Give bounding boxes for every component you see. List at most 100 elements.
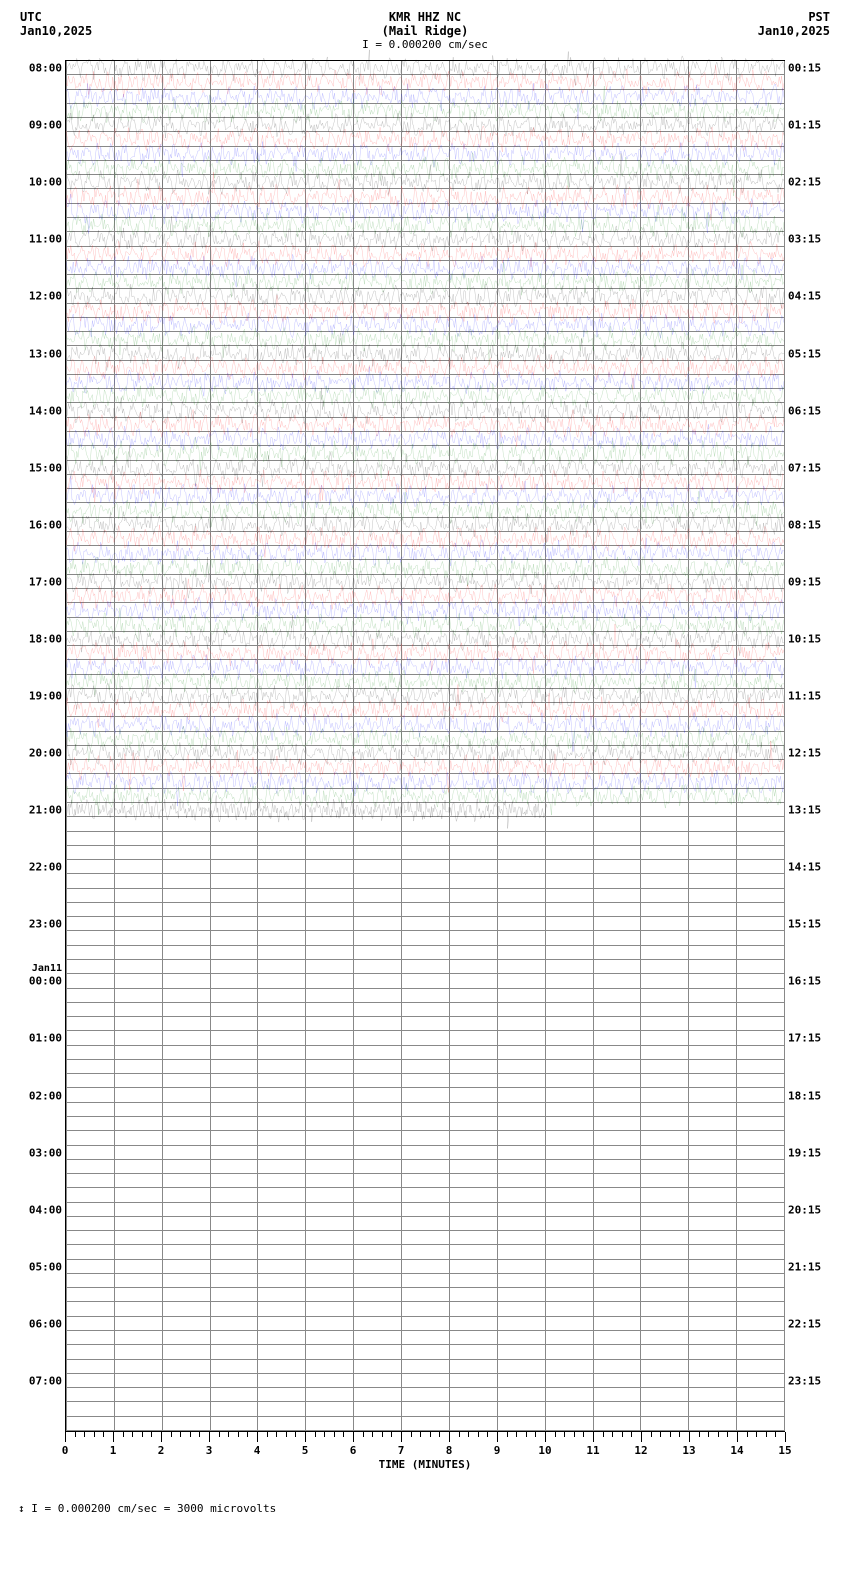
- footer-symbol: ↕ I: [18, 1502, 45, 1515]
- pst-time-label: 20:15: [788, 1203, 832, 1216]
- helicorder-row: [66, 846, 784, 860]
- x-tick-minor: [420, 1432, 421, 1437]
- x-tick-minor: [516, 1432, 517, 1437]
- x-tick-major: [209, 1432, 210, 1442]
- x-tick-minor: [459, 1432, 460, 1437]
- utc-time-label: 02:00: [18, 1089, 62, 1102]
- helicorder-row: [66, 1188, 784, 1202]
- helicorder-row: [66, 832, 784, 846]
- pst-time-label: 13:15: [788, 804, 832, 817]
- seismic-trace: [66, 795, 784, 825]
- helicorder-row: [66, 1331, 784, 1345]
- x-tick-label: 13: [682, 1444, 695, 1457]
- helicorder-row: [66, 1417, 784, 1431]
- x-tick-minor: [727, 1432, 728, 1437]
- x-tick-major: [161, 1432, 162, 1442]
- utc-time-label: 09:00: [18, 119, 62, 132]
- helicorder-row: [66, 974, 784, 988]
- x-tick-major: [545, 1432, 546, 1442]
- pst-time-label: 01:15: [788, 119, 832, 132]
- pst-time-label: 14:15: [788, 861, 832, 874]
- x-tick-label: 4: [254, 1444, 261, 1457]
- helicorder-row: [66, 1017, 784, 1031]
- utc-time-label: 03:00: [18, 1146, 62, 1159]
- helicorder-row: [66, 1031, 784, 1045]
- x-tick-major: [641, 1432, 642, 1442]
- utc-time-label: 17:00: [18, 575, 62, 588]
- x-tick-label: 14: [730, 1444, 743, 1457]
- helicorder-row: [66, 1345, 784, 1359]
- x-tick-minor: [363, 1432, 364, 1437]
- x-tick-minor: [756, 1432, 757, 1437]
- pst-time-label: 15:15: [788, 918, 832, 931]
- x-tick-major: [401, 1432, 402, 1442]
- pst-time-label: 03:15: [788, 233, 832, 246]
- x-tick-minor: [151, 1432, 152, 1437]
- pst-time-label: 04:15: [788, 290, 832, 303]
- helicorder-row: [66, 1274, 784, 1288]
- x-tick-minor: [315, 1432, 316, 1437]
- utc-time-label: 05:00: [18, 1260, 62, 1273]
- header-center: KMR HHZ NC (Mail Ridge) I = 0.000200 cm/…: [362, 10, 488, 51]
- x-tick-major: [65, 1432, 66, 1442]
- x-tick-minor: [382, 1432, 383, 1437]
- x-tick-minor: [411, 1432, 412, 1437]
- plot-area: 08:0009:0010:0011:0012:0013:0014:0015:00…: [66, 61, 784, 1431]
- pst-time-label: 10:15: [788, 632, 832, 645]
- x-tick-minor: [718, 1432, 719, 1437]
- x-tick-minor: [526, 1432, 527, 1437]
- helicorder-row: [66, 1146, 784, 1160]
- helicorder-row: [66, 1103, 784, 1117]
- helicorder-row: [66, 1217, 784, 1231]
- utc-date-label: Jan11: [18, 963, 62, 974]
- x-tick-label: 3: [206, 1444, 213, 1457]
- x-tick-minor: [132, 1432, 133, 1437]
- pst-time-label: 12:15: [788, 747, 832, 760]
- x-tick-label: 6: [350, 1444, 357, 1457]
- x-tick-major: [689, 1432, 690, 1442]
- utc-time-label: 23:00: [18, 918, 62, 931]
- helicorder-row: [66, 1117, 784, 1131]
- helicorder-row: [66, 903, 784, 917]
- x-tick-minor: [535, 1432, 536, 1437]
- x-tick-minor: [564, 1432, 565, 1437]
- x-tick-minor: [171, 1432, 172, 1437]
- helicorder-row: [66, 1317, 784, 1331]
- x-tick-minor: [286, 1432, 287, 1437]
- pst-time-label: 08:15: [788, 518, 832, 531]
- pst-time-label: 19:15: [788, 1146, 832, 1159]
- x-tick-major: [353, 1432, 354, 1442]
- utc-time-label: 21:00: [18, 804, 62, 817]
- x-tick-minor: [372, 1432, 373, 1437]
- x-tick-minor: [238, 1432, 239, 1437]
- helicorder-row: [66, 1231, 784, 1245]
- x-tick-major: [593, 1432, 594, 1442]
- utc-time-label: 12:00: [18, 290, 62, 303]
- scale-symbol: I: [362, 38, 369, 51]
- pst-time-label: 06:15: [788, 404, 832, 417]
- utc-time-label: 01:00: [18, 1032, 62, 1045]
- x-axis-title: TIME (MINUTES): [379, 1458, 472, 1471]
- x-tick-label: 5: [302, 1444, 309, 1457]
- utc-time-label: 22:00: [18, 861, 62, 874]
- scale-note: I = 0.000200 cm/sec: [362, 38, 488, 51]
- x-tick-minor: [343, 1432, 344, 1437]
- utc-time-label: 13:00: [18, 347, 62, 360]
- x-tick-label: 2: [158, 1444, 165, 1457]
- vgrid-line: [784, 61, 785, 1431]
- utc-time-label: 00:00: [18, 975, 62, 988]
- x-tick-major: [449, 1432, 450, 1442]
- x-tick-minor: [94, 1432, 95, 1437]
- helicorder-row: [66, 1074, 784, 1088]
- pst-time-label: 05:15: [788, 347, 832, 360]
- x-tick-minor: [775, 1432, 776, 1437]
- helicorder-row: [66, 1203, 784, 1217]
- x-tick-minor: [670, 1432, 671, 1437]
- utc-time-label: 11:00: [18, 233, 62, 246]
- pst-time-label: 17:15: [788, 1032, 832, 1045]
- x-tick-label: 12: [634, 1444, 647, 1457]
- footer: ↕ I = 0.000200 cm/sec = 3000 microvolts: [10, 1502, 840, 1515]
- x-tick-major: [737, 1432, 738, 1442]
- utc-time-label: 16:00: [18, 518, 62, 531]
- x-tick-minor: [391, 1432, 392, 1437]
